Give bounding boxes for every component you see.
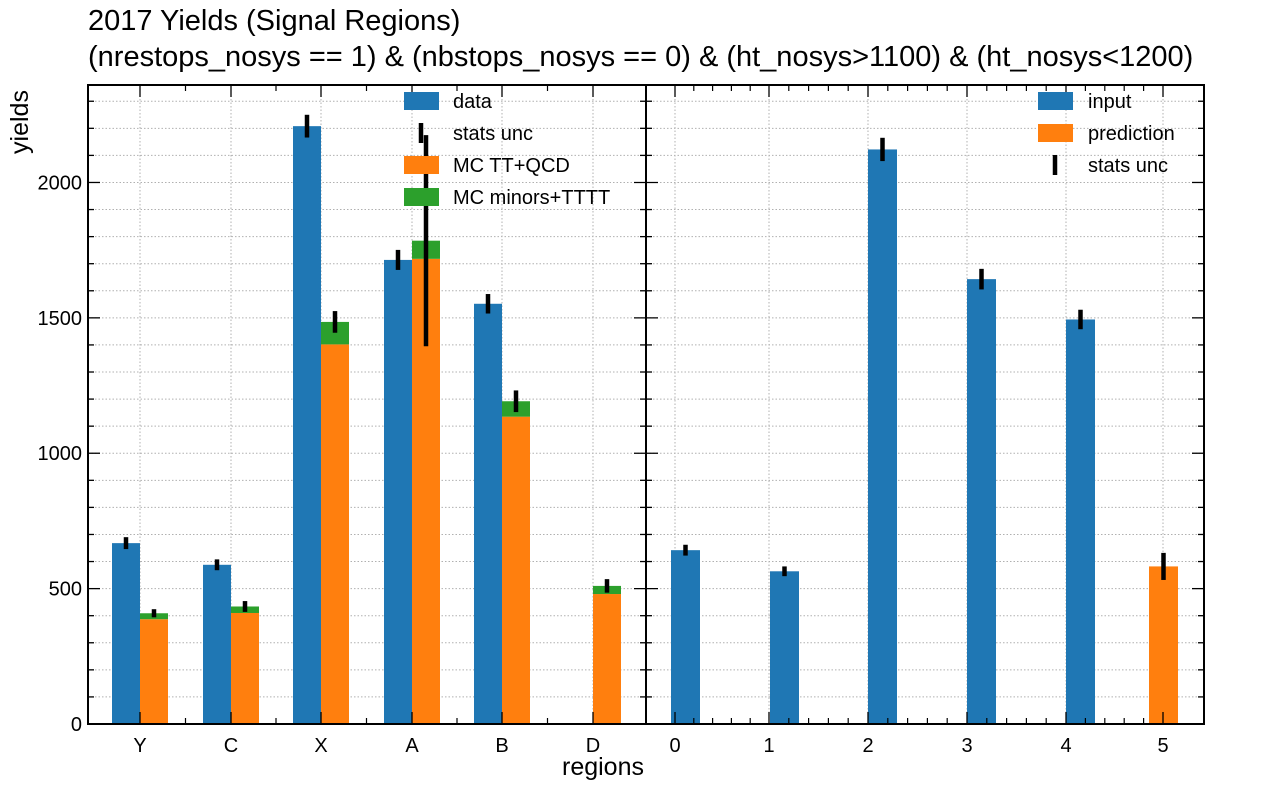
y-axis-label: yields bbox=[6, 90, 34, 154]
legend-left: data stats unc MC TT+QCD MC minors+TTTT bbox=[404, 91, 610, 209]
x-tick-label: Y bbox=[133, 735, 146, 757]
data-bar-Y bbox=[112, 543, 140, 724]
y-tick-label: 2000 bbox=[38, 172, 83, 194]
input-bar-4 bbox=[1066, 319, 1095, 724]
x-tick-label: 1 bbox=[763, 735, 774, 757]
legend-label-0: input bbox=[1088, 91, 1132, 113]
data-bar-C bbox=[203, 564, 231, 724]
x-tick-label: 0 bbox=[669, 735, 680, 757]
mc-minors-bar-X bbox=[321, 321, 349, 345]
x-tick-label: 2 bbox=[862, 735, 873, 757]
chart-subtitle: (nrestops_nosys == 1) & (nbstops_nosys =… bbox=[88, 41, 1193, 73]
data-bar-B bbox=[474, 303, 502, 724]
input-bar-2 bbox=[868, 149, 897, 724]
x-tick-label: 3 bbox=[961, 735, 972, 757]
mc-ttqcd-bar-Y bbox=[140, 619, 168, 724]
legend-swatch-2 bbox=[404, 156, 439, 174]
x-tick-label: 4 bbox=[1060, 735, 1071, 757]
x-tick-label: A bbox=[405, 735, 419, 757]
x-tick-label: C bbox=[224, 735, 238, 757]
mc-ttqcd-bar-D bbox=[593, 594, 621, 724]
input-bar-3 bbox=[967, 279, 996, 724]
legend-swatch-0 bbox=[1038, 92, 1073, 110]
legend-label-2: MC TT+QCD bbox=[453, 155, 570, 177]
x-tick-label: D bbox=[586, 735, 600, 757]
legend-label-3: MC minors+TTTT bbox=[453, 187, 610, 209]
y-tick-label: 500 bbox=[49, 579, 82, 601]
x-tick-label: X bbox=[314, 735, 327, 757]
bars bbox=[112, 114, 1178, 724]
prediction-bar-5 bbox=[1149, 566, 1178, 724]
y-tick-label: 0 bbox=[71, 714, 82, 736]
legend-swatch-0 bbox=[404, 92, 439, 110]
mc-ttqcd-bar-C bbox=[231, 612, 259, 724]
input-bar-0 bbox=[671, 550, 700, 724]
x-axis-label: regions bbox=[562, 753, 644, 781]
mc-ttqcd-bar-B bbox=[502, 416, 530, 724]
x-tick-label: B bbox=[495, 735, 508, 757]
chart-title: 2017 Yields (Signal Regions) bbox=[88, 5, 460, 37]
data-bar-A bbox=[384, 259, 412, 724]
legend-label-1: prediction bbox=[1088, 123, 1175, 145]
legend-right: input prediction stats unc bbox=[1038, 91, 1175, 177]
x-tick-label: 5 bbox=[1157, 735, 1168, 757]
ticks: 0 500 1000 1500 2000 Y C X A B D 0 1 2 3 4 5 bbox=[38, 85, 1204, 757]
data-bar-X bbox=[293, 126, 321, 724]
y-tick-label: 1000 bbox=[38, 443, 83, 465]
legend-swatch-1 bbox=[1038, 124, 1073, 142]
y-tick-label: 1500 bbox=[38, 308, 83, 330]
legend-label-2: stats unc bbox=[1088, 155, 1168, 177]
legend-swatch-3 bbox=[404, 188, 439, 206]
input-bar-1 bbox=[770, 571, 799, 724]
legend-label-1: stats unc bbox=[453, 123, 533, 145]
legend-label-0: data bbox=[453, 91, 493, 113]
mc-ttqcd-bar-X bbox=[321, 344, 349, 724]
